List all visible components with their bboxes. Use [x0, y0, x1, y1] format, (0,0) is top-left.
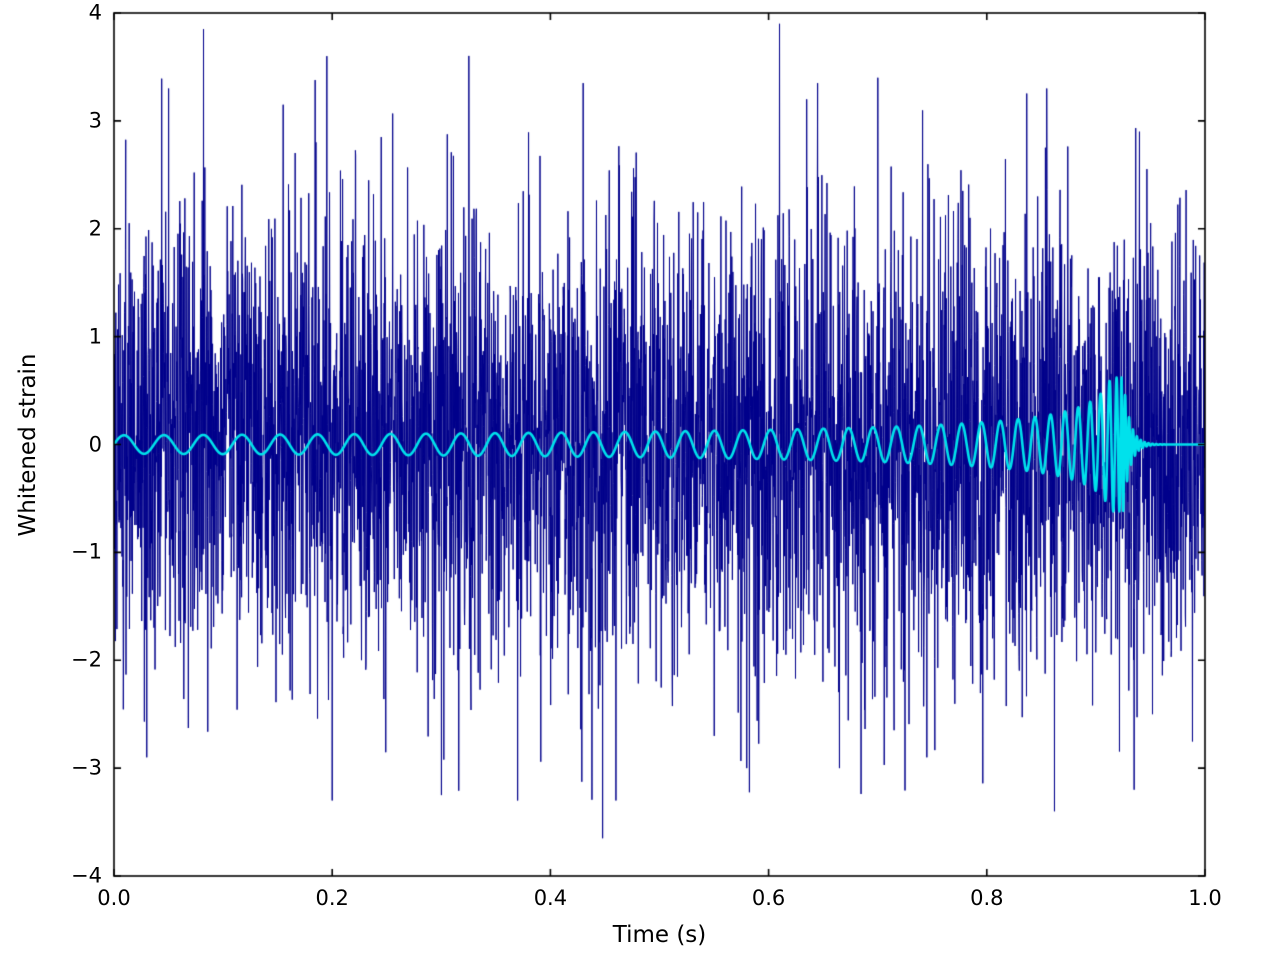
x-tick-label: 0.0: [97, 886, 131, 910]
x-tick-label: 0.4: [533, 886, 568, 910]
x-tick-label: 0.2: [315, 886, 349, 910]
y-tick-label: 1: [88, 324, 102, 349]
y-tick-label: −2: [71, 647, 102, 672]
y-axis-label: Whitened strain: [15, 352, 41, 537]
y-tick-label: 4: [88, 0, 102, 25]
x-tick-label: 0.8: [970, 886, 1004, 910]
y-tick-label: 0: [88, 432, 102, 456]
x-tick-label: 0.6: [751, 886, 786, 910]
y-tick-label: 2: [88, 216, 102, 241]
x-tick-label: 1.0: [1188, 886, 1222, 910]
x-axis-label: Time (s): [612, 922, 707, 948]
y-tick-label: 3: [88, 108, 102, 133]
y-tick-label: −3: [71, 755, 102, 780]
y-tick-label: −1: [71, 539, 102, 564]
y-tick-label: −4: [71, 863, 102, 888]
